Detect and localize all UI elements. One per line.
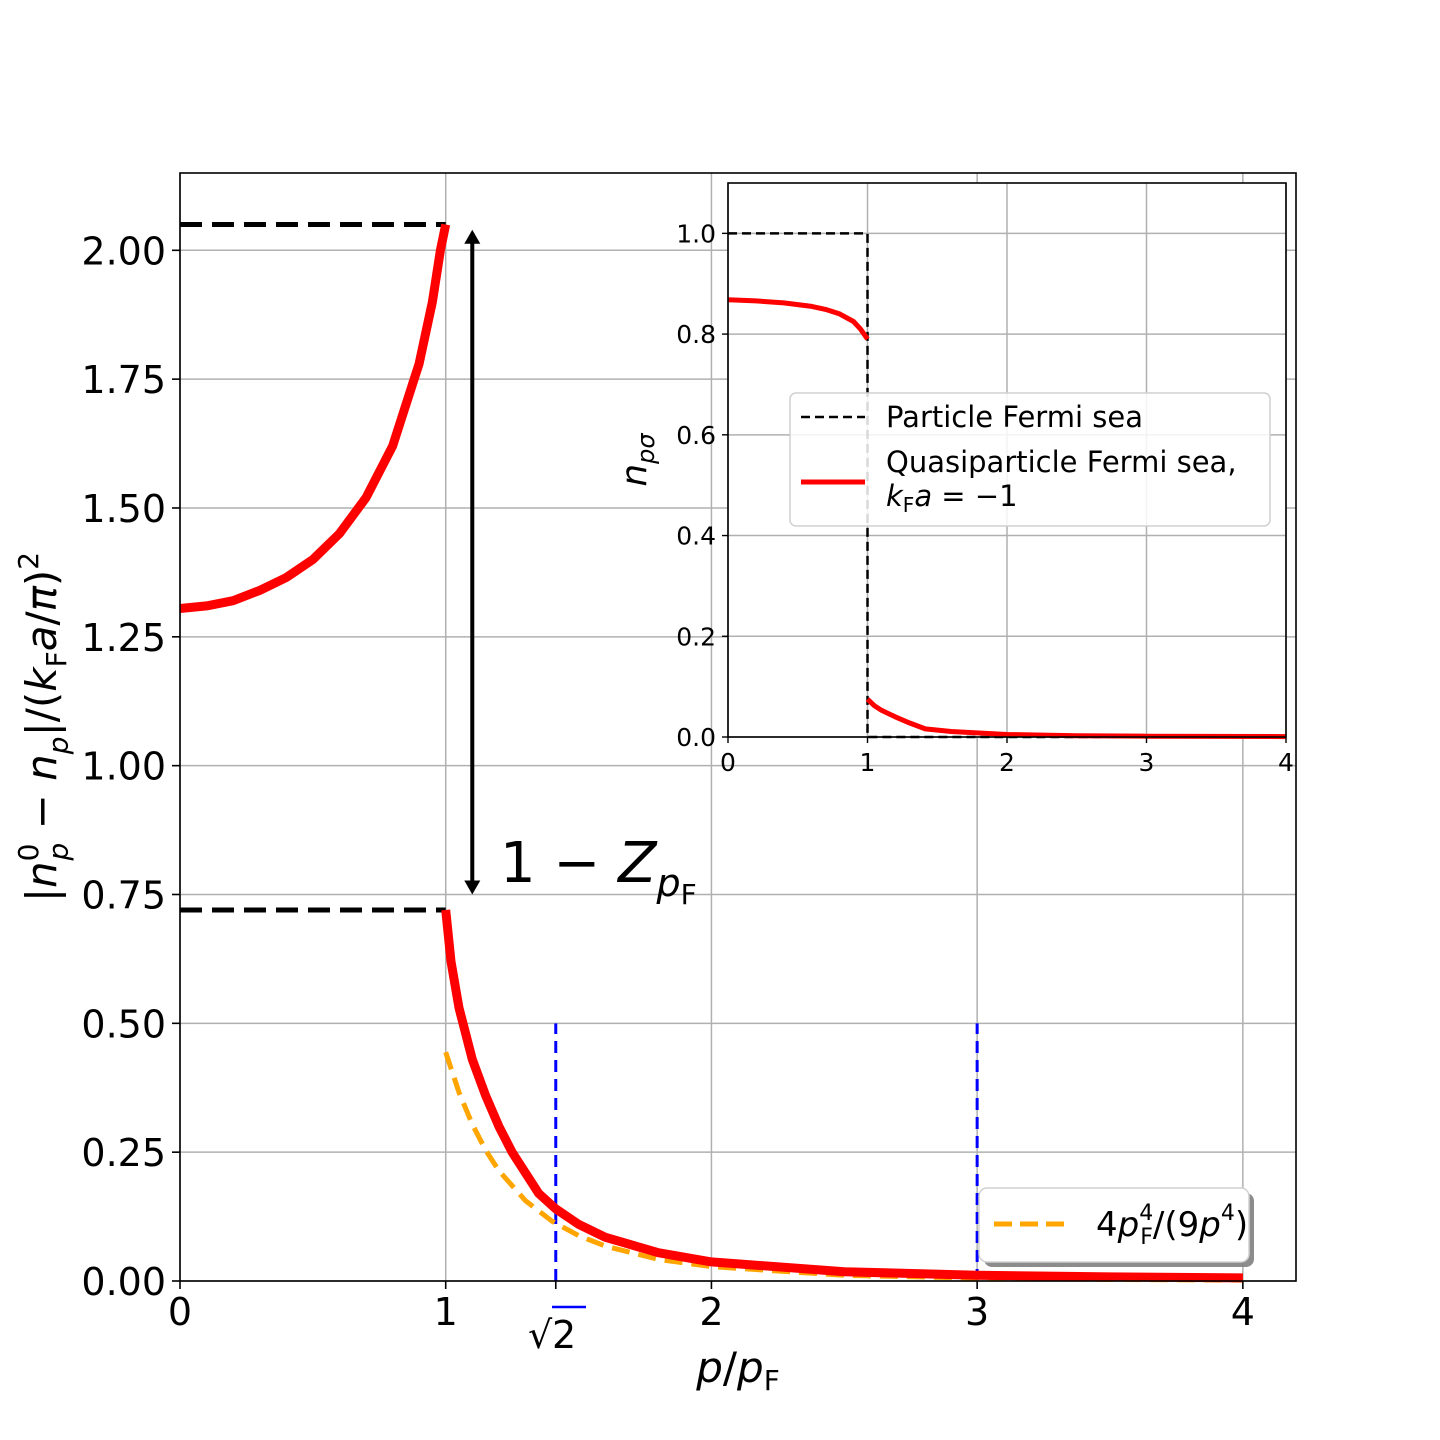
inset-y-tick-label-1.0: 1.0 xyxy=(676,219,716,248)
ylabel-open: | xyxy=(17,888,66,902)
inset-series xyxy=(727,232,1287,740)
ylabel-pi: π xyxy=(17,585,66,611)
main-y-tick-label-0.75: 0.75 xyxy=(81,873,166,917)
ann-one-minus: 1 − xyxy=(500,831,618,896)
main-y-tick-label-1.00: 1.00 xyxy=(81,745,166,789)
inset-legend-box xyxy=(789,392,1271,527)
inset-leg-k: k xyxy=(886,479,904,513)
ylabel-close: ) xyxy=(17,570,66,586)
main-series-line-2 xyxy=(443,1051,1243,1283)
inset-x-tick-label-2: 2 xyxy=(999,748,1015,777)
main-y-tick-label-2.00: 2.00 xyxy=(81,229,166,273)
arrow-head-top xyxy=(464,229,481,244)
ann-sub-p: p xyxy=(656,861,681,905)
inset-x-tick-label-3: 3 xyxy=(1139,748,1155,777)
ann-Z: Z xyxy=(616,831,658,896)
ylabel-sq: 2 xyxy=(12,552,45,570)
inset-leg-rest: = −1 xyxy=(932,479,1018,513)
leg-mid: /(9 xyxy=(1153,1205,1199,1245)
leg-close: ) xyxy=(1235,1205,1248,1245)
main-ticks: 0 1 2 3 40.000.250.500.751.001.251.501.752.0… xyxy=(81,229,1255,1334)
inset-legend: Particle Fermi sea Quasiparticle Fermi s… xyxy=(789,392,1271,527)
leg-p: p xyxy=(1117,1205,1140,1245)
main-x-tick-label-4: 4 xyxy=(1231,1290,1255,1334)
inset-y-tick-label-0.6: 0.6 xyxy=(676,421,716,450)
xlabel-slash: / xyxy=(723,1343,738,1392)
ylabel-k: k xyxy=(17,666,66,692)
sqrt2-arg: 2 xyxy=(552,1313,576,1357)
main-y-tick-label-0.00: 0.00 xyxy=(81,1260,166,1304)
inset-y-tick-label-0.8: 0.8 xyxy=(676,320,716,349)
ylabel-a: a xyxy=(17,626,66,652)
ylabel-slash: / xyxy=(17,611,66,626)
main-x-tick-label-2: 2 xyxy=(699,1290,723,1334)
inset-series-line-2 xyxy=(865,697,1287,740)
ylabel-mid: |/( xyxy=(17,692,66,737)
leg-four: 4 xyxy=(1096,1205,1118,1245)
xlabel-sub: F xyxy=(764,1364,780,1397)
main-y-tick-label-1.25: 1.25 xyxy=(81,616,166,660)
inset-x-tick-label-4: 4 xyxy=(1278,748,1294,777)
ylabel-subp2: p xyxy=(42,736,75,755)
inset-y-tick-label-0.0: 0.0 xyxy=(676,723,716,752)
main-y-tick-label-1.75: 1.75 xyxy=(81,358,166,402)
main-axes-frame xyxy=(179,172,1297,1282)
main-legend-box xyxy=(978,1187,1250,1263)
main-legend-label: 4p4 F/(9p4) xyxy=(1096,1201,1248,1250)
inset-plot: 0 1 2 3 4 0.0 0.2 0.4 0.6 0.8 1.0 npσ Particle Fer… xyxy=(614,182,1294,777)
sqrt2-tick-label: √ 2 xyxy=(528,1305,586,1357)
main-y-tick-label-0.50: 0.50 xyxy=(81,1002,166,1046)
inset-legend-label-particle: Particle Fermi sea xyxy=(886,400,1143,434)
xlabel-pF: p xyxy=(736,1343,764,1392)
ylabel-subp: p xyxy=(42,843,75,862)
leg-supF4: 4 xyxy=(1139,1201,1153,1226)
main-series-line-1 xyxy=(441,909,1243,1283)
main-x-tick-label-0: 0 xyxy=(168,1290,192,1334)
arrow-head-bottom xyxy=(464,880,481,895)
ylabel-n: n xyxy=(17,754,66,781)
z-arrow xyxy=(464,229,481,895)
main-legend: 4p4 F/(9p4) xyxy=(978,1187,1254,1267)
sqrt2-radical: √ xyxy=(528,1313,553,1357)
inset-y-tick-label-0.2: 0.2 xyxy=(676,622,716,651)
main-y-axis-label: |n0p − np|/(kFa/π)2 xyxy=(12,552,75,902)
inset-x-tick-label-0: 0 xyxy=(720,748,736,777)
inset-series-line-1 xyxy=(727,297,870,341)
ylabel-minus: − xyxy=(17,781,66,843)
inset-y-tick-label-0.4: 0.4 xyxy=(676,522,716,551)
ann-sub-F: F xyxy=(681,878,697,911)
main-x-axis-label: p/pF xyxy=(695,1343,780,1397)
main-x-tick-label-3: 3 xyxy=(965,1290,989,1334)
ylabel-sup0: 0 xyxy=(12,844,45,862)
inset-y-axis-label: npσ xyxy=(614,433,660,487)
inset-leg-a: a xyxy=(914,479,932,513)
inset-legend-label-kfa: kFa = −1 xyxy=(886,479,1018,517)
main-series-line-0 xyxy=(179,223,451,613)
inset-x-tick-label-1: 1 xyxy=(860,748,876,777)
main-x-tick-label-1: 1 xyxy=(434,1290,458,1334)
leg-subF: F xyxy=(1140,1225,1153,1250)
inset-ylabel-sub: pσ xyxy=(632,433,660,465)
main-plot: 0 1 2 3 40.000.250.500.751.001.251.501.752.0… xyxy=(12,172,1297,1397)
inset-ticks: 0 1 2 3 4 0.0 0.2 0.4 0.6 0.8 1.0 xyxy=(676,219,1294,777)
z-annotation: 1 − ZpF xyxy=(500,831,697,911)
xlabel-p: p xyxy=(695,1343,723,1392)
leg-p2: p xyxy=(1198,1205,1221,1245)
inset-legend-label-quasi: Quasiparticle Fermi sea, xyxy=(886,445,1237,479)
leg-sup4: 4 xyxy=(1221,1201,1235,1226)
main-series xyxy=(179,222,1243,1283)
inset-leg-subF: F xyxy=(903,493,915,517)
main-y-tick-label-0.25: 0.25 xyxy=(81,1131,166,1175)
inset-ylabel-n: n xyxy=(614,464,655,487)
main-y-tick-label-1.50: 1.50 xyxy=(81,487,166,531)
ylabel-n0: n xyxy=(17,861,66,888)
ylabel-subF: F xyxy=(40,651,73,667)
